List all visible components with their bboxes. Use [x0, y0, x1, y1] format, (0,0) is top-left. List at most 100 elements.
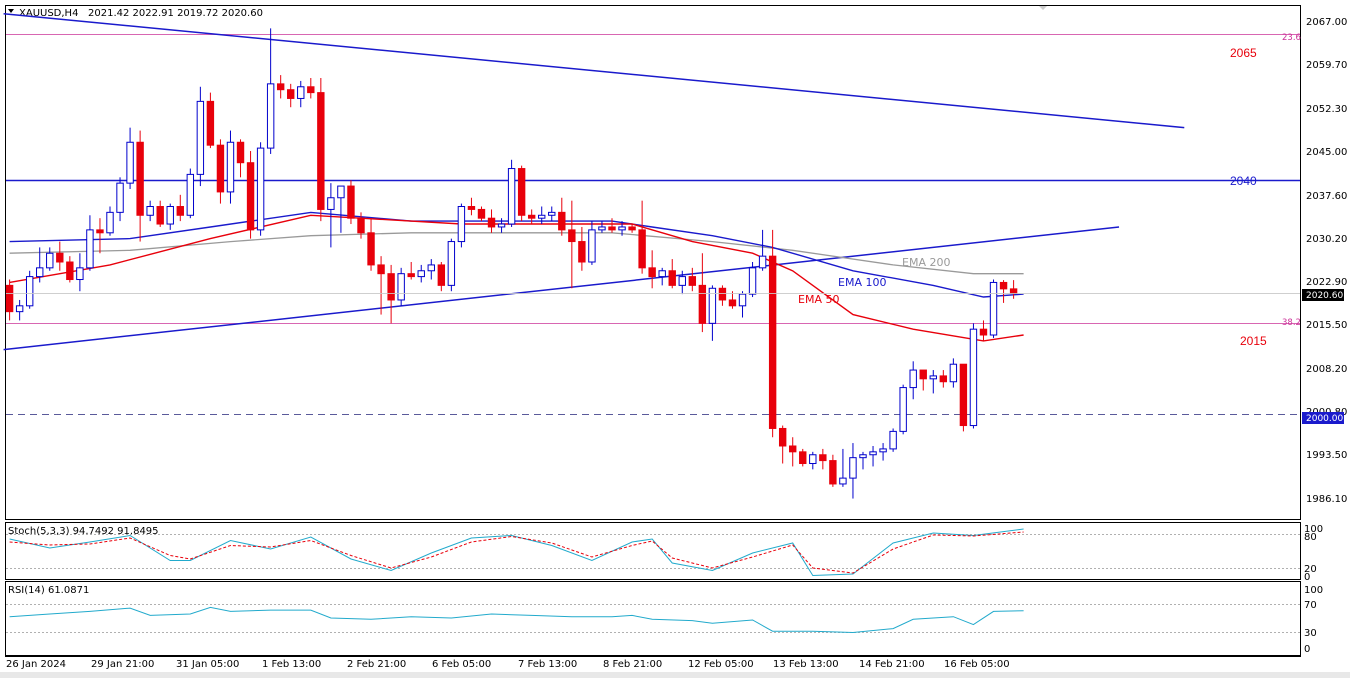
bear-candle-body: [176, 206, 184, 216]
candle: [668, 259, 676, 289]
candle: [287, 83, 295, 108]
bull-candle-body: [116, 182, 124, 213]
candle: [789, 437, 797, 467]
bull-candle-body: [658, 270, 666, 278]
candle: [507, 159, 516, 227]
time-axis: 26 Jan 2024 29 Jan 21:00 31 Jan 05:00 1 …: [6, 659, 1010, 670]
bull-candle-body: [738, 293, 747, 307]
candle: [226, 130, 235, 204]
bull-candle-body: [889, 430, 897, 450]
candle: [1009, 280, 1018, 299]
candle: [186, 168, 195, 219]
bull-candle-body: [36, 267, 44, 278]
bear-candle-body: [156, 206, 164, 225]
trendline-2: [3, 226, 1120, 351]
bear-candle-body: [96, 229, 104, 234]
candle: [266, 28, 275, 154]
bear-candle-body: [558, 211, 566, 231]
bull-candle-body: [909, 369, 917, 389]
rsi-plot[interactable]: [9, 606, 1024, 634]
dropdown-triangle-icon[interactable]: [8, 9, 14, 13]
scroll-marker-icon[interactable]: [1039, 6, 1047, 10]
bull-candle-body: [618, 226, 626, 231]
ema200-line: [9, 232, 1024, 275]
price-tick: 2059.70: [1306, 60, 1347, 71]
bear-candle-body: [999, 281, 1008, 290]
time-tick: 14 Feb 21:00: [859, 659, 925, 670]
symbol-label: XAUUSD,H4: [19, 8, 78, 19]
fib-236-label: 23.6: [1282, 33, 1301, 43]
candle: [25, 270, 34, 309]
bear-candle-body: [407, 273, 415, 278]
bear-candle-body: [789, 445, 797, 453]
candle: [467, 197, 476, 216]
candle: [15, 299, 24, 321]
candle: [116, 177, 124, 222]
bear-candle-body: [648, 267, 656, 278]
candle: [236, 139, 245, 178]
candle: [949, 358, 958, 388]
candle: [809, 451, 817, 470]
candle: [588, 221, 596, 265]
candle: [839, 448, 847, 487]
ohlc-readout: 2021.42 2022.91 2019.72 2020.60: [88, 8, 263, 19]
bear-candle-body: [517, 168, 526, 216]
candle: [929, 370, 937, 394]
stoch-panel-frame: [5, 522, 1301, 580]
bear-candle-body: [578, 241, 586, 263]
bull-candle-body: [417, 270, 425, 278]
candle: [196, 86, 205, 187]
candle: [989, 279, 998, 338]
bull-candle-body: [256, 147, 265, 231]
bear-candle-body: [437, 264, 446, 286]
price-tick: 2052.30: [1306, 104, 1347, 115]
price-tick: 2015.50: [1306, 320, 1347, 331]
bull-candle-body: [869, 451, 877, 456]
ema100-label: EMA 100: [838, 276, 886, 289]
price-tick: 2037.60: [1306, 191, 1347, 202]
stoch-axis-20: 20: [1304, 564, 1317, 575]
candle: [457, 203, 466, 248]
rsi-axis-0: 0: [1304, 644, 1310, 655]
bear-candle-body: [778, 427, 787, 447]
candle: [86, 215, 94, 271]
main-panel-frame: [5, 5, 1301, 520]
candle: [246, 151, 255, 239]
rsi-label: RSI(14) 61.0871: [8, 585, 89, 596]
round-level-tag: [1302, 412, 1344, 424]
horizontal-scrollbar[interactable]: [0, 672, 1350, 678]
stoch-plot[interactable]: [9, 528, 1024, 577]
stoch-label: Stoch(5,3,3) 94.7492 91.8495: [8, 526, 159, 537]
candle: [718, 285, 727, 306]
time-tick: 16 Feb 05:00: [944, 659, 1010, 670]
bull-candle-body: [708, 287, 717, 324]
bull-candle-body: [15, 305, 24, 313]
bear-candle-body: [698, 284, 707, 324]
candle: [367, 218, 375, 271]
time-tick: 2 Feb 21:00: [347, 659, 406, 670]
bear-candle-body: [477, 208, 486, 219]
candle: [307, 78, 315, 99]
time-tick: 6 Feb 05:00: [432, 659, 491, 670]
price-plot[interactable]: [3, 13, 1300, 499]
candle: [819, 448, 827, 470]
bull-candle-body: [427, 264, 435, 272]
rsi-axis-70: 70: [1304, 600, 1317, 611]
candle: [487, 209, 496, 233]
bear-candle-body: [568, 229, 576, 243]
bear-candle-body: [377, 264, 385, 275]
bear-candle-body: [799, 451, 807, 465]
level-2015-label: 2015: [1240, 334, 1267, 348]
bear-candle-body: [357, 217, 365, 234]
candle: [36, 247, 44, 283]
bear-candle-body: [317, 92, 325, 210]
bull-candle-body: [598, 226, 606, 231]
candle: [598, 221, 606, 233]
bear-candle-body: [718, 287, 727, 301]
candle: [176, 194, 184, 222]
price-tick: 1986.10: [1306, 494, 1347, 505]
price-tick: 2008.20: [1306, 364, 1347, 375]
bear-candle-body: [819, 454, 827, 462]
bull-candle-body: [839, 477, 847, 485]
